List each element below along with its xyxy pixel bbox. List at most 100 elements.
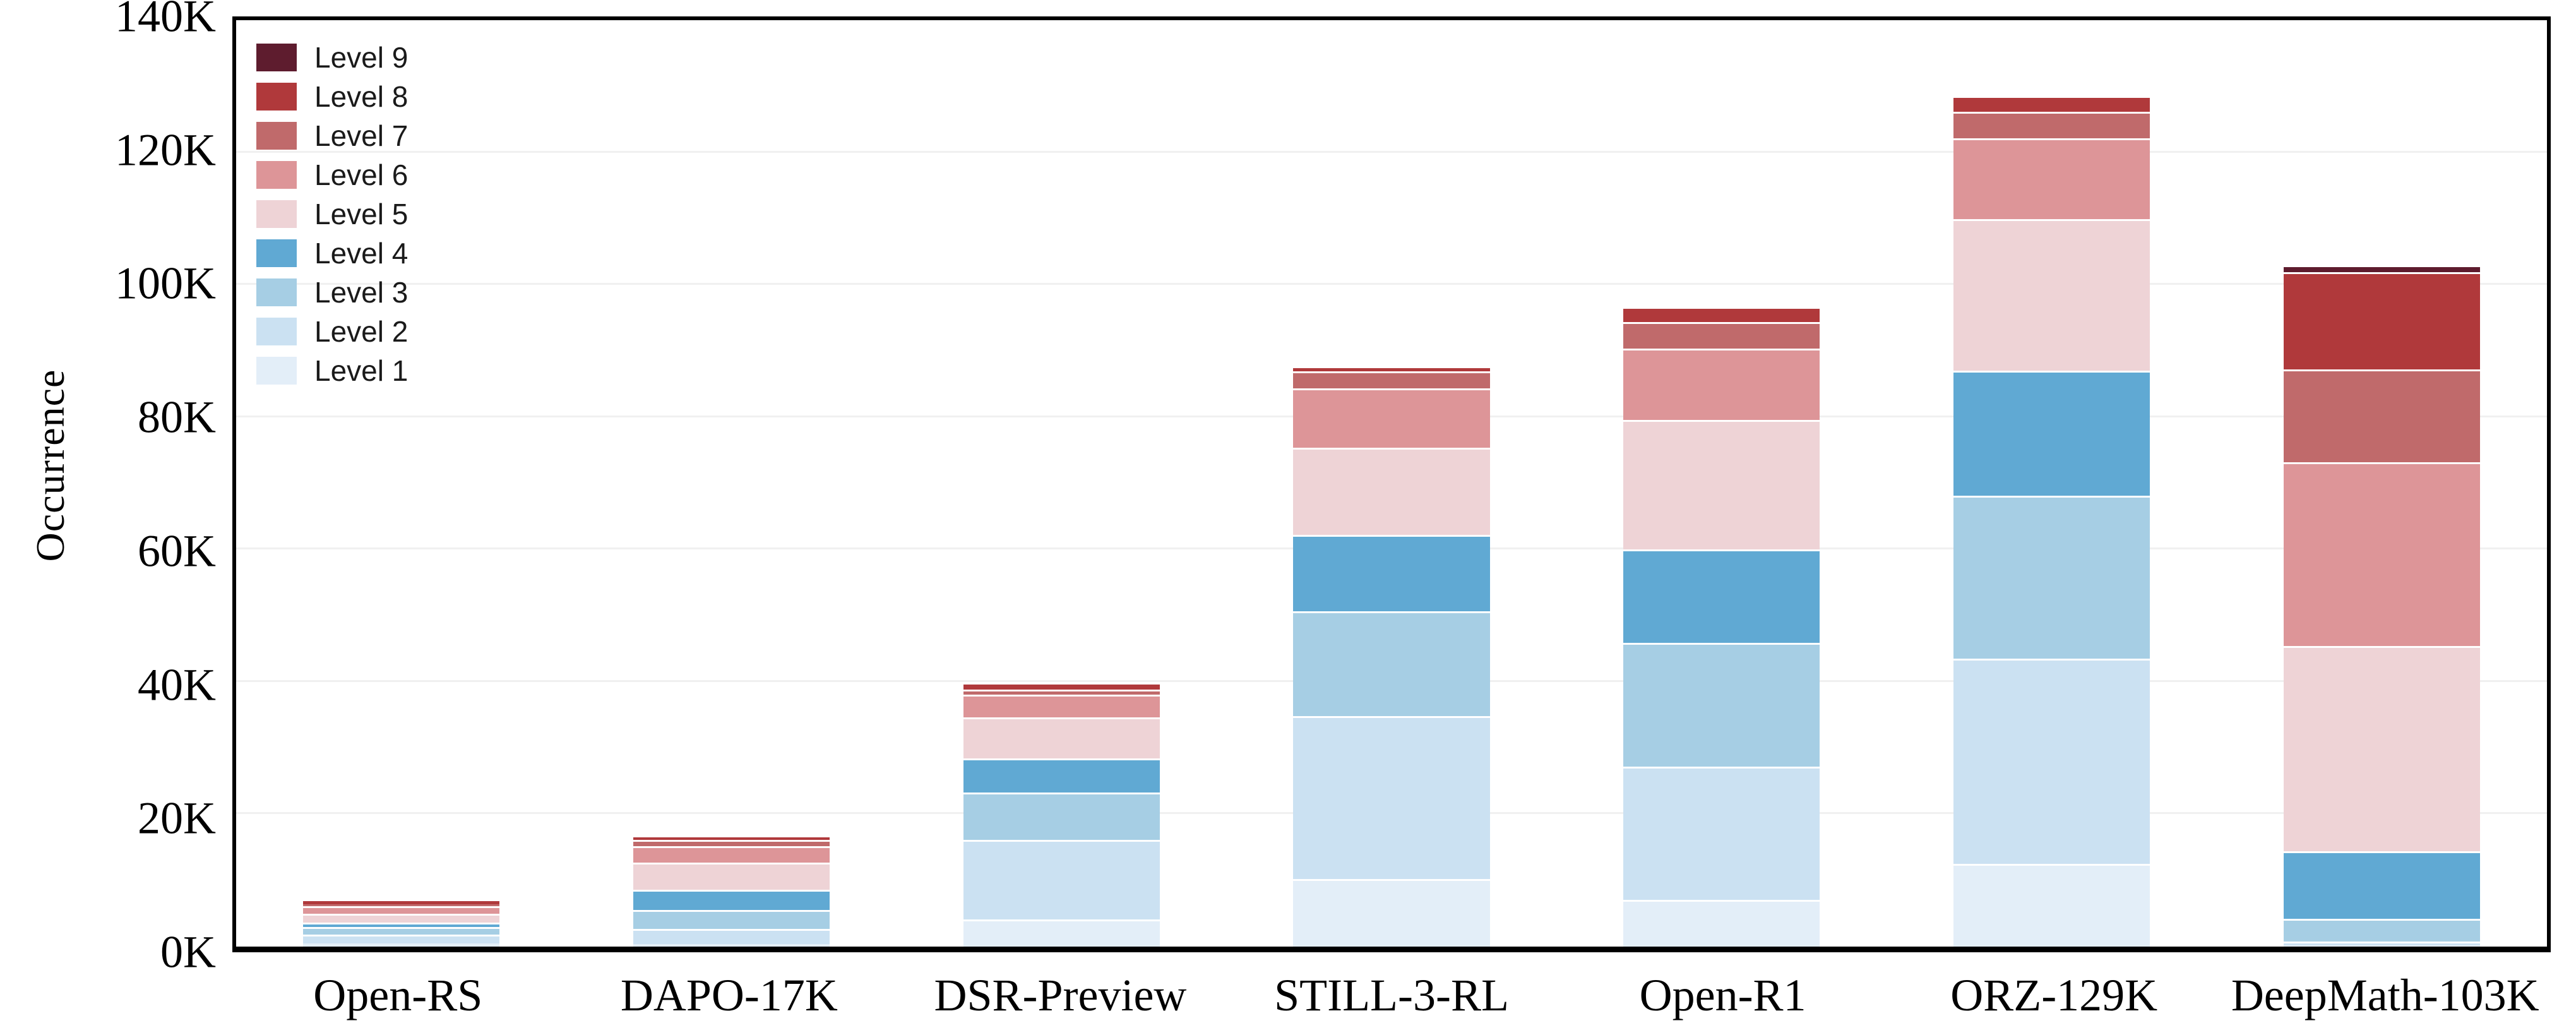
bar-segment-level-6	[633, 846, 830, 863]
stacked-bar	[963, 20, 1160, 947]
y-tick-label: 60K	[138, 525, 216, 577]
bar-segment-level-7	[1953, 111, 2150, 138]
legend-swatch-icon	[256, 318, 297, 345]
bar-segment-level-3	[2284, 919, 2481, 942]
y-tick-label: 80K	[138, 392, 216, 443]
legend-item: Level 6	[256, 155, 408, 194]
bar-segment-level-6	[1953, 138, 2150, 220]
x-axis-label-Open-R1: Open-R1	[1639, 969, 1806, 1020]
bar-segment-level-8	[1293, 366, 1490, 372]
legend-label: Level 3	[314, 276, 408, 309]
legend-label: Level 9	[314, 41, 408, 74]
bar-segment-level-8	[633, 835, 830, 841]
legend-label: Level 2	[314, 315, 408, 348]
bar-segment-level-3	[963, 793, 1160, 840]
bar-segment-level-6	[1293, 388, 1490, 448]
y-tick-label: 20K	[138, 793, 216, 844]
y-tick-label: 120K	[115, 124, 216, 176]
gridline-100K	[236, 283, 2547, 285]
bar-segment-level-2	[1953, 659, 2150, 864]
bar-segment-level-6	[1623, 348, 1820, 420]
legend-label: Level 7	[314, 119, 408, 152]
stacked-bar	[1293, 20, 1490, 947]
x-axis-label-ORZ-129K: ORZ-129K	[1950, 969, 2158, 1020]
x-axis-label-DSR-Preview: DSR-Preview	[934, 969, 1187, 1020]
stacked-bar	[1953, 20, 2150, 947]
bar-segment-level-7	[1623, 321, 1820, 349]
bar-segment-level-7	[302, 904, 499, 907]
bars-container	[236, 20, 2547, 947]
legend-swatch-icon	[256, 357, 297, 385]
bar-segment-level-6	[963, 695, 1160, 717]
bar-segment-level-4	[963, 758, 1160, 793]
bar-segment-level-4	[1623, 549, 1820, 643]
bar-segment-level-5	[963, 717, 1160, 758]
legend-label: Level 5	[314, 198, 408, 230]
bar-segment-level-7	[963, 689, 1160, 695]
bar-segment-level-8	[1953, 95, 2150, 112]
bar-segment-level-1	[963, 919, 1160, 947]
gridline-120K	[236, 150, 2547, 153]
bar-segment-level-4	[302, 923, 499, 928]
bar-segment-level-4	[1953, 371, 2150, 496]
legend-swatch-icon	[256, 44, 297, 71]
bar-segment-level-1	[1293, 879, 1490, 947]
bar-segment-level-6	[302, 906, 499, 914]
bar-segment-level-5	[1293, 447, 1490, 535]
bar-segment-level-7	[2284, 369, 2481, 462]
bar-segment-level-3	[1953, 496, 2150, 659]
bar-segment-level-3	[1623, 643, 1820, 767]
y-tick-label: 40K	[138, 659, 216, 710]
legend-label: Level 8	[314, 80, 408, 113]
bar-segment-level-5	[633, 862, 830, 890]
bar-column-DeepMath-103K	[2217, 20, 2547, 947]
bar-segment-level-5	[2284, 646, 2481, 852]
legend: Level 9 Level 8 Level 7 Level 6 Level 5 Level…	[256, 38, 408, 390]
bar-segment-level-2	[633, 928, 830, 944]
legend-swatch-icon	[256, 200, 297, 228]
bar-column-Open-R1	[1556, 20, 1887, 947]
bar-segment-level-5	[1953, 219, 2150, 371]
stacked-bar	[633, 20, 830, 947]
bar-segment-level-8	[1623, 306, 1820, 322]
legend-label: Level 1	[314, 354, 408, 387]
bar-segment-level-8	[2284, 272, 2481, 370]
bar-segment-level-7	[633, 840, 830, 846]
bar-column-DSR-Preview	[897, 20, 1227, 947]
y-axis-tick-labels: 0K 20K 40K 60K 80K 100K 120K 140K	[0, 0, 222, 978]
bar-segment-level-2	[1293, 716, 1490, 880]
bar-segment-level-1	[302, 943, 499, 947]
x-axis-label-DeepMath-103K: DeepMath-103K	[2231, 969, 2539, 1020]
bar-segment-level-3	[1293, 611, 1490, 717]
bar-segment-level-5	[302, 913, 499, 923]
bar-segment-level-3	[302, 927, 499, 935]
stacked-bar	[302, 20, 499, 947]
y-tick-label: 0K	[160, 926, 216, 978]
x-axis-label-Open-RS: Open-RS	[313, 969, 483, 1020]
legend-swatch-icon	[256, 278, 297, 306]
x-axis-label-DAPO-17K: DAPO-17K	[620, 969, 838, 1020]
bar-segment-level-9	[2284, 265, 2481, 273]
bar-segment-level-1	[1953, 864, 2150, 947]
bar-segment-level-1	[2284, 945, 2481, 947]
bar-segment-level-4	[1293, 535, 1490, 611]
legend-item: Level 8	[256, 77, 408, 116]
legend-item: Level 1	[256, 351, 408, 390]
bar-segment-level-2	[1623, 767, 1820, 900]
x-axis-category-labels: Open-RS DAPO-17K DSR-Preview STILL-3-RL Open…	[232, 957, 2551, 1033]
legend-item: Level 3	[256, 273, 408, 312]
legend-swatch-icon	[256, 239, 297, 267]
bar-column-Open-RS	[236, 20, 566, 947]
bar-segment-level-6	[2284, 462, 2481, 647]
bar-segment-level-5	[1623, 419, 1820, 550]
bar-segment-level-4	[633, 889, 830, 911]
legend-swatch-icon	[256, 161, 297, 189]
bar-segment-level-8	[963, 683, 1160, 690]
legend-item: Level 4	[256, 234, 408, 273]
bar-segment-level-2	[2284, 941, 2481, 945]
bar-segment-level-7	[1293, 371, 1490, 388]
bar-column-ORZ-129K	[1887, 20, 2217, 947]
legend-swatch-icon	[256, 83, 297, 111]
bar-segment-level-1	[1623, 899, 1820, 947]
legend-item: Level 9	[256, 38, 408, 77]
